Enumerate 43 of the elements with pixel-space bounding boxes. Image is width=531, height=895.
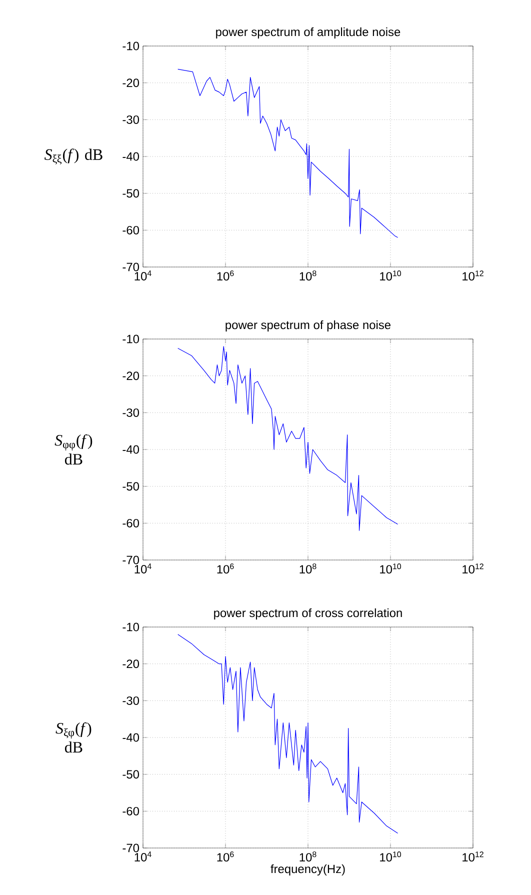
- x-tick-label: 10$^{8}$: [300, 270, 316, 281]
- y-tick-label: -20: [122, 660, 140, 668]
- x-axis-title: frequency(Hz): [270, 864, 345, 876]
- y-tick-label: -70: [122, 556, 140, 564]
- y-tick-label: -10: [122, 334, 140, 344]
- x-tick-label: 10$^{10}$: [380, 270, 402, 281]
- x-tick-label: 10$^{8}$: [300, 564, 316, 574]
- y-tick-label: -60: [122, 226, 140, 234]
- chart-title: power spectrum of phase noise: [226, 320, 390, 332]
- y-tick-label: -70: [122, 262, 140, 272]
- y-axis-title: S$_{φφ}$(f) dB: [54, 434, 92, 465]
- y-tick-label: -50: [122, 482, 140, 491]
- x-tick-label: 10$^{12}$: [462, 852, 484, 862]
- x-tick-label: 10$^{6}$: [217, 564, 234, 574]
- y-tick-label: -30: [122, 115, 140, 124]
- y-axis-title: S$_{ξφ}$(f) dB: [56, 722, 92, 753]
- y-axis-title: S$_{ξξ}$(f) dB: [44, 148, 102, 164]
- y-tick-label: -50: [122, 189, 140, 198]
- x-tick-label: 10$^{10}$: [380, 564, 402, 574]
- x-tick-label: 10$^{6}$: [217, 852, 234, 862]
- y-tick-label: -40: [122, 733, 140, 742]
- x-tick-label: 10$^{12}$: [462, 564, 484, 574]
- x-tick-label: 10$^{8}$: [300, 852, 316, 862]
- y-tick-label: -70: [122, 844, 140, 852]
- y-tick-label: -60: [122, 806, 140, 816]
- x-tick-label: 10$^{4}$: [134, 852, 152, 862]
- y-tick-label: -40: [122, 445, 140, 454]
- y-tick-label: -40: [122, 152, 140, 161]
- y-tick-label: -20: [122, 78, 140, 88]
- x-tick-label: 10$^{4}$: [134, 564, 152, 574]
- y-tick-label: -30: [122, 696, 140, 705]
- chart-title: power spectrum of cross correlation: [214, 608, 402, 620]
- y-tick-label: -50: [122, 770, 140, 779]
- x-tick-label: 10$^{6}$: [217, 270, 234, 281]
- y-tick-label: -10: [122, 622, 140, 632]
- y-tick-label: -60: [122, 518, 140, 528]
- x-tick-label: 10$^{4}$: [134, 270, 152, 280]
- y-tick-label: -10: [122, 42, 140, 50]
- chart-title: power spectrum of amplitude noise: [216, 27, 400, 39]
- x-tick-label: 10$^{10}$: [380, 852, 402, 862]
- y-tick-label: -30: [122, 408, 140, 417]
- x-tick-label: 10$^{12}$: [462, 270, 484, 281]
- y-tick-label: -20: [122, 372, 140, 380]
